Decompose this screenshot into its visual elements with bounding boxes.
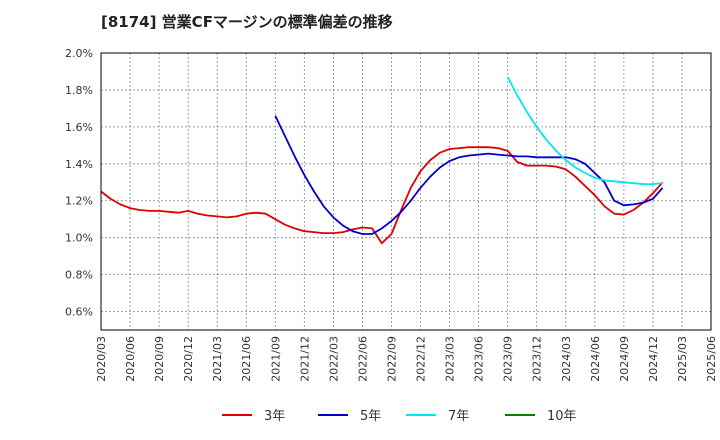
x-tick-label: 2023/06 (473, 336, 486, 382)
legend-label-5年: 5年 (360, 409, 381, 424)
x-tick-label: 2024/12 (647, 336, 660, 382)
x-tick-label: 2020/12 (182, 336, 195, 382)
x-axis-ticks: 2020/03 2020/06 2020/09 2020/12 2021/03 2021/… (95, 336, 718, 382)
y-tick-label: 2.0% (65, 47, 93, 60)
y-tick-label: 1.4% (65, 158, 93, 171)
x-tick-label: 2020/03 (95, 336, 108, 382)
x-tick-label: 2023/12 (531, 336, 544, 382)
legend-label-3年: 3年 (264, 409, 285, 424)
legend: 3年 5年 7年 10年 (222, 409, 577, 424)
x-tick-label: 2023/09 (502, 336, 515, 382)
x-tick-label: 2024/06 (589, 336, 602, 382)
plot-border (100, 52, 712, 331)
y-tick-label: 0.6% (65, 306, 93, 319)
x-tick-label: 2021/03 (211, 336, 224, 382)
plot-background (101, 53, 711, 330)
x-tick-label: 2022/03 (327, 336, 340, 382)
series-lines (100, 76, 664, 245)
x-tick-label: 2021/12 (298, 336, 311, 382)
chart-title: [8174] 営業CFマージンの標準偏差の推移 (101, 13, 393, 31)
y-tick-label: 0.8% (65, 269, 93, 282)
x-tick-label: 2021/09 (269, 336, 282, 382)
series-line-5年 (274, 115, 664, 235)
y-tick-label: 1.8% (65, 84, 93, 97)
x-tick-label: 2022/12 (415, 336, 428, 382)
y-tick-label: 1.6% (65, 121, 93, 134)
x-tick-label: 2023/03 (444, 336, 457, 382)
x-tick-label: 2022/06 (356, 336, 369, 382)
y-tick-label: 1.0% (65, 232, 93, 245)
legend-label-7年: 7年 (448, 409, 469, 424)
plot-frame (100, 52, 712, 331)
x-tick-label: 2024/03 (560, 336, 573, 382)
x-tick-label: 2021/06 (240, 336, 253, 382)
x-tick-label: 2020/09 (153, 336, 166, 382)
y-tick-label: 1.2% (65, 195, 93, 208)
x-tick-label: 2025/06 (705, 336, 718, 382)
legend-label-10年: 10年 (547, 409, 577, 424)
plot-area (101, 53, 711, 330)
x-tick-label: 2022/09 (385, 336, 398, 382)
series-line-3年 (100, 146, 664, 245)
y-axis-ticks: 0.6% 0.8% 1.0% 1.2% 1.4% 1.6% 1.8% 2.0% (65, 47, 93, 319)
x-tick-label: 2025/03 (676, 336, 689, 382)
x-tick-label: 2020/06 (124, 336, 137, 382)
x-tick-label: 2024/09 (618, 336, 631, 382)
series-line-7年 (506, 76, 663, 185)
